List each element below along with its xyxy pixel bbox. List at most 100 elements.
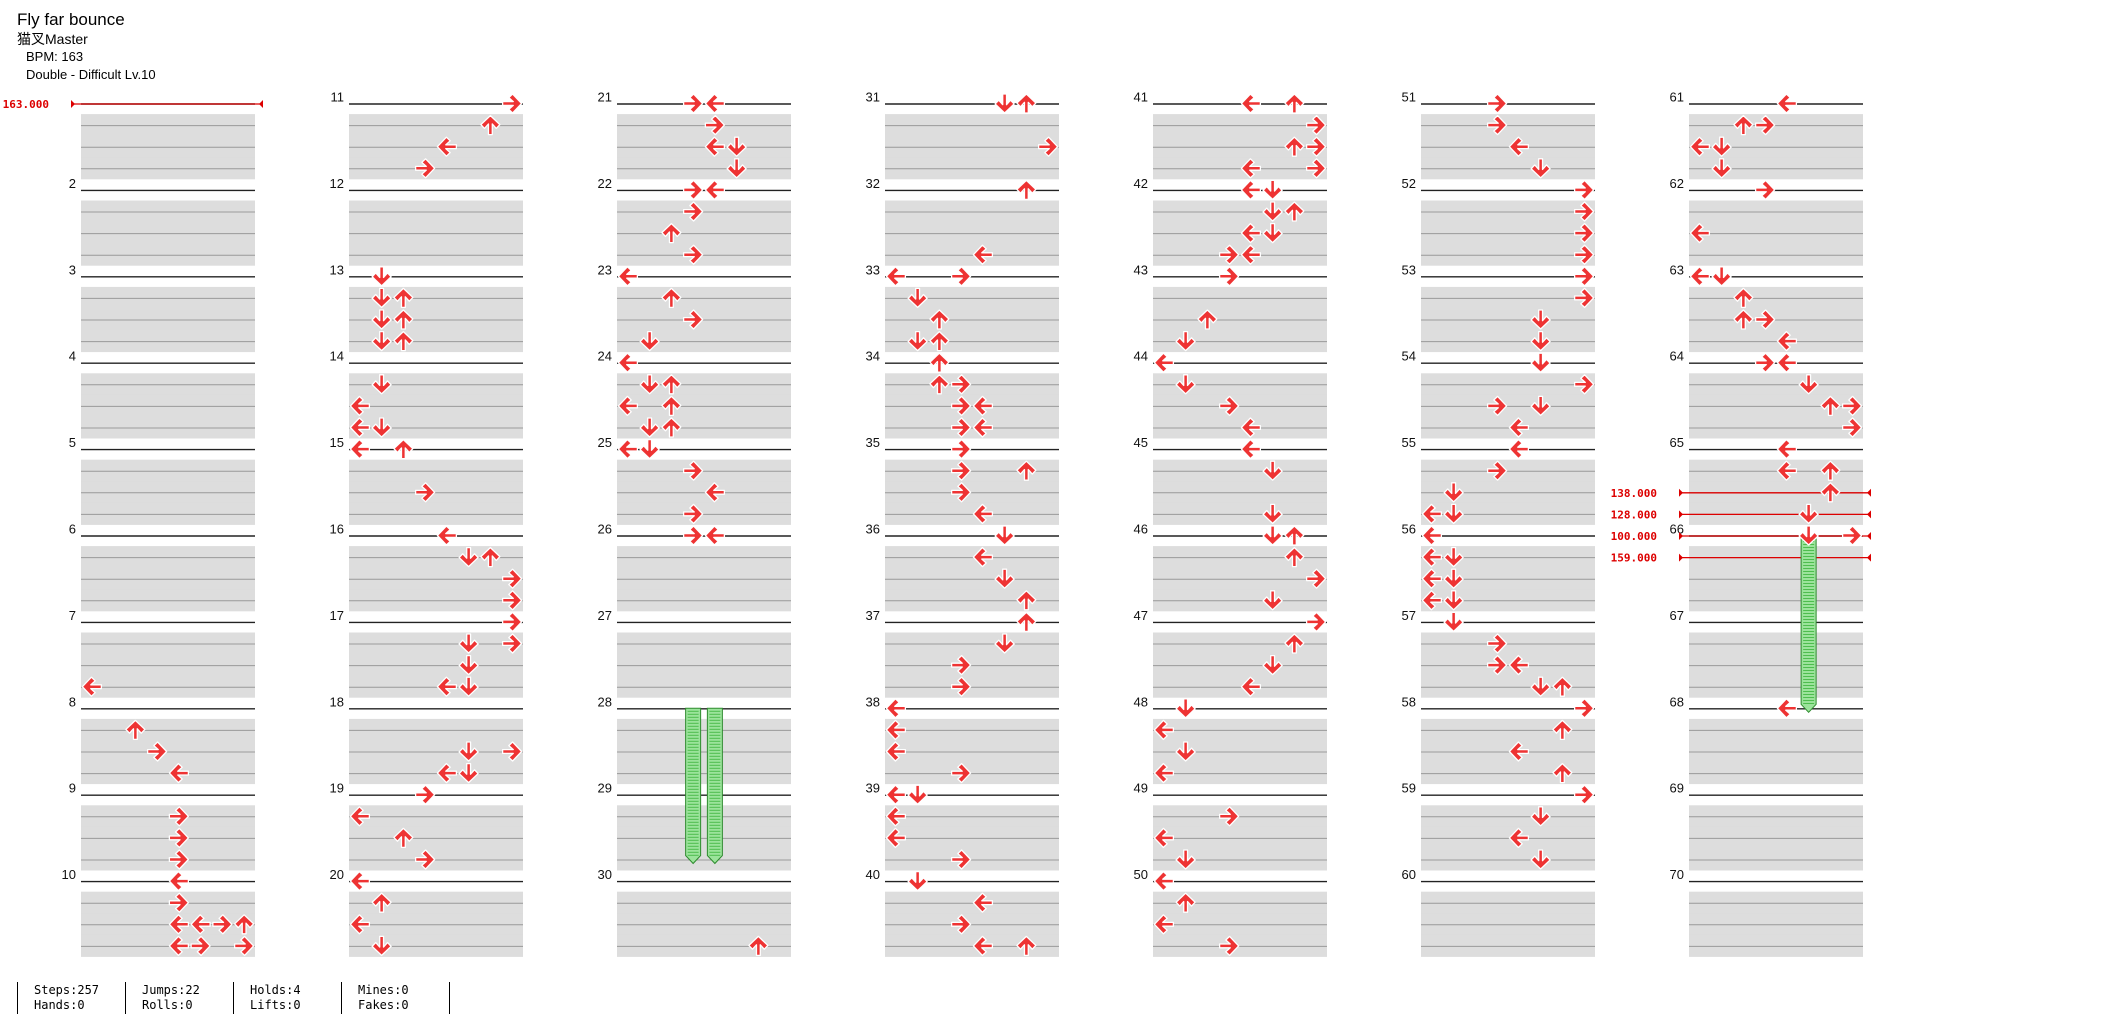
arrow-shape — [1486, 93, 1508, 114]
measure-number: 60 — [1402, 867, 1416, 882]
arrow-shape — [639, 438, 660, 460]
arrow-shape — [1733, 287, 1754, 309]
arrow-shape — [1175, 330, 1196, 352]
up-arrow-note — [1016, 935, 1037, 957]
up-arrow-note — [1552, 719, 1573, 741]
left-arrow-note — [349, 417, 371, 438]
measure-number: 3 — [69, 262, 76, 277]
chart-column: 31 32 33 34 35 36 37 38 39 40 — [866, 90, 1059, 957]
right-arrow-note — [1573, 179, 1595, 201]
up-arrow-note — [371, 892, 392, 913]
arrow-shape — [1284, 201, 1305, 222]
arrow-shape — [1175, 374, 1196, 395]
arrow-shape — [1573, 201, 1595, 222]
arrow-shape — [1841, 395, 1863, 417]
arrow-shape — [1530, 806, 1551, 827]
left-arrow-note — [190, 914, 211, 935]
right-arrow-note — [168, 892, 190, 913]
arrow-shape — [1284, 525, 1305, 546]
stats-bar: Steps:257 Hands:0 Jumps:22 Rolls:0 Holds… — [17, 982, 450, 1014]
arrow-shape — [1262, 525, 1283, 546]
down-arrow-note — [907, 870, 928, 892]
arrow-shape — [1530, 158, 1551, 179]
right-arrow-note — [950, 438, 972, 460]
stats-group-steps: Steps:257 Hands:0 — [17, 982, 125, 1014]
arrow-shape — [1530, 309, 1551, 330]
bpm-change-start-marker — [71, 100, 75, 108]
up-arrow-note — [393, 330, 414, 352]
bpm-change-end-marker — [1867, 488, 1871, 497]
down-arrow-note — [1530, 849, 1551, 870]
left-arrow-note — [1240, 179, 1262, 201]
down-arrow-note — [1443, 590, 1464, 611]
arrow-shape — [458, 762, 479, 784]
arrow-shape — [349, 438, 371, 460]
measure-number: 25 — [598, 435, 612, 450]
measure-number: 2 — [69, 176, 76, 191]
down-arrow-note — [1530, 395, 1551, 417]
arrow-shape — [704, 93, 726, 114]
arrow-shape — [371, 892, 392, 913]
arrow-shape — [1016, 611, 1037, 633]
right-arrow-note — [950, 914, 972, 935]
arrow-shape — [972, 935, 994, 957]
measure-number: 27 — [598, 608, 612, 623]
down-arrow-note — [458, 654, 479, 676]
measure-number: 35 — [866, 435, 880, 450]
arrow-shape — [349, 806, 371, 827]
stats-group-mines: Mines:0 Fakes:0 — [341, 982, 450, 1014]
up-arrow-note — [1733, 114, 1754, 136]
left-arrow-note — [704, 179, 726, 201]
down-arrow-note — [371, 374, 392, 395]
arrow-shape — [661, 417, 682, 438]
down-arrow-note — [1175, 374, 1196, 395]
arrow-shape — [1508, 741, 1530, 762]
up-arrow-note — [1284, 136, 1305, 157]
bpm-change-label: 128.000 — [1611, 508, 1657, 521]
chart-column: 2 3 4 5 6 7 8 9 10 — [62, 103, 255, 957]
left-arrow-note — [704, 525, 726, 546]
down-arrow-note — [1175, 741, 1196, 762]
left-arrow-note — [1153, 870, 1175, 892]
measure-number: 70 — [1670, 867, 1684, 882]
arrow-shape — [1573, 784, 1595, 805]
arrow-shape — [458, 633, 479, 654]
arrow-shape — [1262, 201, 1283, 222]
arrow-shape — [81, 676, 103, 697]
arrow-shape — [1421, 590, 1443, 611]
arrow-shape — [950, 417, 972, 438]
arrow-shape — [1197, 309, 1218, 330]
right-arrow-note — [1573, 201, 1595, 222]
arrow-shape — [885, 698, 907, 719]
arrow-shape — [168, 827, 190, 849]
right-arrow-note — [190, 935, 211, 957]
arrow-shape — [1262, 179, 1283, 201]
down-arrow-note — [639, 374, 660, 395]
right-arrow-note — [682, 201, 704, 222]
bpm-change-end-marker — [1867, 510, 1871, 519]
down-arrow-note — [1530, 309, 1551, 330]
arrow-shape — [704, 482, 726, 503]
measure-number: 8 — [69, 694, 76, 709]
arrow-shape — [1573, 287, 1595, 309]
arrow-shape — [458, 546, 479, 568]
arrow-shape — [1508, 654, 1530, 676]
left-arrow-note — [885, 719, 907, 741]
up-arrow-note — [393, 287, 414, 309]
arrow-shape — [682, 93, 704, 114]
left-arrow-note — [349, 806, 371, 827]
down-arrow-note — [458, 762, 479, 784]
arrow-shape — [682, 179, 704, 201]
measure-number: 40 — [866, 867, 880, 882]
measure-number: 14 — [330, 349, 344, 364]
arrow-shape — [1552, 762, 1573, 784]
arrow-shape — [1711, 266, 1732, 287]
arrow-shape — [1153, 762, 1175, 784]
measure-number: 17 — [330, 608, 344, 623]
arrow-shape — [1689, 136, 1711, 157]
left-arrow-note — [617, 266, 639, 287]
arrow-shape — [1284, 546, 1305, 568]
down-arrow-note — [1530, 352, 1551, 373]
arrow-shape — [1240, 158, 1262, 179]
measure-number: 9 — [69, 781, 76, 796]
